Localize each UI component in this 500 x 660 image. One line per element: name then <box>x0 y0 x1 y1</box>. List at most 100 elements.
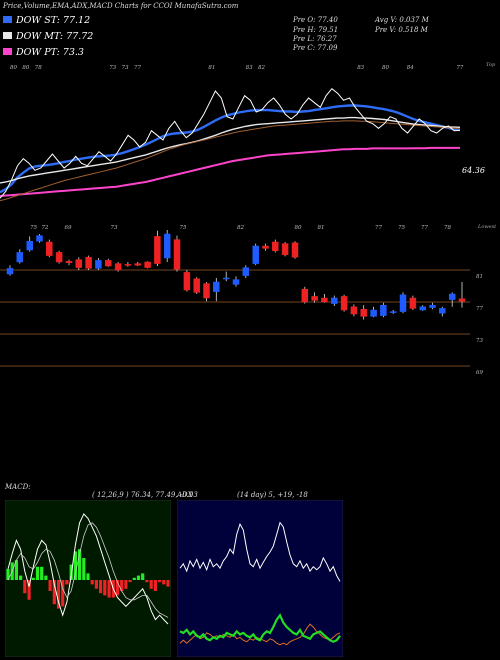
legend-label-pt: DOW PT: 73.3 <box>16 47 84 58</box>
macd-label: MACD: <box>5 483 31 491</box>
macd-histogram-bar <box>31 577 35 580</box>
candle-up <box>399 294 407 312</box>
legend-dow-pt: DOW PT: 73.3 <box>3 47 84 59</box>
macd-histogram-bar <box>82 558 86 580</box>
chart-header-title: Price,Volume,EMA,ADX,MACD Charts for CCO… <box>3 2 239 10</box>
support-level-label: 69 <box>476 370 483 376</box>
candle-down <box>458 298 466 302</box>
macd-histogram-bar <box>107 580 111 598</box>
macd-histogram-bar <box>48 580 52 591</box>
stat-pre-close: Pre C: 77.09 <box>293 44 338 52</box>
candle-top-tick-label: 80 <box>295 225 302 231</box>
candle-down <box>281 243 289 256</box>
macd-histogram-bar <box>103 580 107 596</box>
macd-histogram-bar <box>124 580 128 589</box>
macd-histogram-bar <box>120 580 124 591</box>
stat-avg-volume: Avg V: 0.037 M <box>375 16 429 24</box>
ema-series-line-dow-st <box>0 104 461 194</box>
candle-down <box>114 263 122 271</box>
adx-values: (14 day) 5, +19, -18 <box>237 491 308 499</box>
candle-up <box>16 252 24 263</box>
candle-up <box>331 297 338 304</box>
candle-down <box>193 278 200 293</box>
macd-histogram-bar <box>14 560 18 580</box>
macd-histogram-bar <box>23 580 27 594</box>
macd-histogram-bar <box>141 573 145 580</box>
candle-top-tick-label: 81 <box>318 225 325 231</box>
candle-down <box>55 252 63 263</box>
macd-histogram-bar <box>44 575 48 580</box>
ema-top-tick-label: 73 <box>122 65 129 71</box>
legend-dow-mt: DOW MT: 77.72 <box>3 31 93 43</box>
legend-label-mt: DOW MT: 77.72 <box>16 31 94 42</box>
macd-histogram-bar <box>19 575 23 580</box>
candlestick-panel: Lowest 75 72 69 73 75 82 80 81 77 75 77 78 81 77 73 69 <box>0 224 497 376</box>
ema-price-panel: Top 64.36 80 80 78 73 73 77 81 83 82 83 80 84 77 <box>0 62 496 202</box>
stat-pre-open: Pre O: 77.40 <box>293 16 338 24</box>
candle-down <box>291 242 299 258</box>
candle-top-tick-label: 75 <box>398 225 405 231</box>
ema-top-tick-label: 80 <box>22 65 29 71</box>
candle-down <box>46 241 53 256</box>
support-level-label: 81 <box>476 274 483 280</box>
candle-down <box>203 283 210 299</box>
candle-down <box>301 288 309 303</box>
stat-pre-low: Pre L: 76.27 <box>293 35 337 43</box>
candle-up <box>242 267 250 276</box>
macd-histogram-bar <box>52 580 56 605</box>
candle-top-tick-label: 82 <box>237 225 244 231</box>
candle-up <box>429 304 436 308</box>
stat-pre-volume: Pre V: 0.518 M <box>375 26 428 34</box>
candle-top-tick-label: 69 <box>65 225 72 231</box>
candle-down <box>85 256 92 269</box>
candle-down <box>124 264 132 266</box>
macd-histogram-bar <box>115 580 120 596</box>
macd-histogram-bar <box>136 575 141 580</box>
di-plus-line <box>179 613 341 643</box>
candle-down <box>311 296 318 301</box>
macd-histogram-bar <box>162 580 166 585</box>
candle-up <box>26 240 33 251</box>
candle-down <box>154 236 161 264</box>
candle-top-tick-label: 77 <box>375 225 382 231</box>
ema-top-tick-label: 80 <box>10 65 17 71</box>
candle-up <box>370 309 377 317</box>
ema-top-tick-label: 83 <box>246 65 253 71</box>
candle-down <box>105 260 112 267</box>
legend-swatch-st <box>3 16 12 23</box>
adx-panel <box>177 500 343 657</box>
macd-histogram-bar <box>90 580 94 585</box>
candle-up <box>439 308 446 314</box>
candle-down <box>360 308 367 317</box>
macd-histogram-bar <box>145 580 149 583</box>
ema-top-tick-label: 80 <box>382 65 389 71</box>
candle-down <box>183 272 191 291</box>
ema-top-tick-label: 82 <box>258 65 265 71</box>
macd-histogram-bar <box>35 566 40 580</box>
macd-histogram-bar <box>56 580 61 609</box>
candle-up <box>252 245 259 264</box>
macd-histogram-bar <box>73 551 77 580</box>
candle-up <box>419 306 426 311</box>
candle-top-tick-label: 72 <box>42 225 49 231</box>
ema-panel-top-label: Top <box>486 62 496 68</box>
macd-histogram-bar <box>27 580 31 600</box>
macd-histogram-bar <box>132 577 136 580</box>
candle-up <box>232 279 240 285</box>
candle-top-tick-label: 75 <box>30 225 37 231</box>
candle-down <box>272 241 279 252</box>
candle-down <box>144 261 151 268</box>
ema-top-tick-label: 84 <box>407 65 414 71</box>
adx-label: ADX <box>177 491 193 499</box>
candle-up <box>163 233 171 259</box>
legend-swatch-pt <box>3 48 12 55</box>
ema-series-line-extra-3 <box>0 120 461 202</box>
ema-top-tick-label: 78 <box>35 65 42 71</box>
candle-down <box>173 239 181 270</box>
support-level-label: 77 <box>476 306 483 312</box>
candle-top-tick-label: 77 <box>421 225 428 231</box>
candle-top-tick-label: 73 <box>111 225 118 231</box>
macd-histogram-bar <box>86 573 90 580</box>
candle-top-tick-label: 78 <box>444 225 451 231</box>
candle-up <box>213 281 220 292</box>
